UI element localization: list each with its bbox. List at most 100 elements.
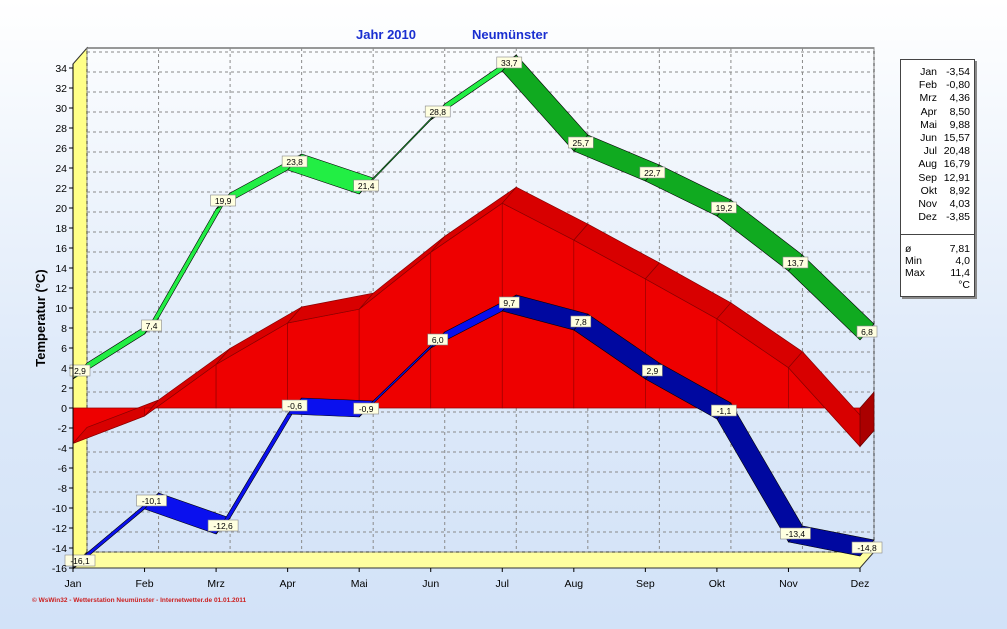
- legend-month-value: -3,85: [946, 211, 970, 224]
- data-label-box: [136, 494, 167, 507]
- data-label: 21,4: [358, 181, 375, 191]
- x-tick-label: Sep: [636, 578, 655, 590]
- data-label: -14,8: [857, 543, 877, 553]
- min-band-segment: [215, 397, 302, 535]
- y-tick-label: 28: [55, 123, 67, 135]
- legend-month-value: 4,36: [949, 92, 970, 105]
- x-tick-label: Apr: [279, 578, 296, 590]
- legend-month-row: Okt 8,92: [901, 185, 974, 198]
- data-label-box: [207, 519, 239, 532]
- series-max-band: [72, 54, 875, 380]
- legend-month-value: 12,91: [943, 171, 970, 184]
- data-label: 19,9: [215, 196, 232, 206]
- data-label-box: [570, 315, 592, 328]
- data-label-box: [780, 527, 811, 540]
- data-label: 6,8: [861, 327, 873, 337]
- legend-month-label: Nov: [918, 198, 937, 210]
- data-label-box: [856, 325, 878, 338]
- x-tick-label: Aug: [564, 578, 583, 590]
- y-tick-label: 18: [55, 223, 67, 235]
- legend-month-label: Apr: [920, 105, 937, 118]
- legend-month-row: Aug 16,79: [901, 158, 974, 171]
- max-band-segment: [144, 192, 231, 335]
- y-tick-label: 26: [55, 143, 67, 155]
- legend-unit: °C: [901, 279, 974, 292]
- y-tick-label: 12: [55, 283, 67, 295]
- data-label: -0,9: [359, 404, 374, 414]
- data-label: 13,7: [787, 258, 804, 268]
- legend-month-value: 15,57: [943, 132, 970, 144]
- mean-area-segment: [430, 202, 503, 409]
- legend-month-value: 8,92: [949, 184, 970, 197]
- data-label: 6,0: [432, 335, 444, 345]
- data-label: -0,6: [287, 401, 302, 411]
- data-label: 23,8: [286, 157, 303, 167]
- data-label-box: [496, 56, 523, 69]
- y-tick-label: 2: [61, 383, 67, 395]
- data-label-box: [851, 541, 883, 554]
- y-axis-label: Temperatur (°C): [33, 269, 48, 366]
- x-tick-label: Dez: [851, 578, 870, 590]
- footer-credit: © WsWin32 - Wetterstation Neumünster - I…: [32, 597, 247, 604]
- legend-month-row: Mrz 4,36: [901, 92, 974, 105]
- data-label-box: [782, 256, 809, 269]
- legend-month-row: Feb -0,80: [901, 79, 974, 92]
- data-label: 22,7: [644, 168, 661, 178]
- legend-month-row: Mai 9,88: [901, 119, 974, 132]
- data-label-box: [141, 319, 162, 332]
- data-label-box: [69, 364, 91, 377]
- legend-month-label: Jan: [920, 66, 937, 78]
- y-tick-label: -10: [52, 503, 67, 515]
- data-labels: 2,9 7,4 19,9 23,8 21,4 28,8 33,7 25,7 22,7 19,2 13…: [64, 56, 883, 567]
- data-label-box: [642, 364, 663, 377]
- data-label-box: [210, 194, 236, 207]
- x-tick-label: Jan: [65, 578, 82, 590]
- mean-area-side: [859, 391, 875, 448]
- data-label: 2,9: [74, 366, 86, 376]
- legend-month-label: Mrz: [919, 92, 938, 105]
- data-label-box: [568, 136, 594, 149]
- data-label-box: [711, 201, 737, 214]
- data-label: -12,6: [213, 521, 233, 531]
- data-label: 7,4: [146, 321, 158, 331]
- y-tick-label: 22: [55, 183, 67, 195]
- data-label: 28,8: [429, 107, 446, 117]
- data-label-box: [353, 402, 379, 415]
- x-tick-label: Mrz: [207, 578, 225, 590]
- data-label: 25,7: [573, 138, 590, 148]
- data-label: 33,7: [501, 58, 518, 68]
- legend-month-row: Sep 12,91: [901, 172, 974, 185]
- series-min-band: [72, 294, 875, 570]
- data-label-box: [711, 404, 737, 417]
- y-tick-label: 34: [55, 63, 67, 75]
- y-tick-label: -6: [58, 463, 67, 475]
- data-label-box: [281, 155, 308, 168]
- legend-stat-value: 11,4: [950, 267, 970, 279]
- legend-stat-label: Max: [905, 267, 925, 279]
- y-tick-label: -2: [58, 423, 67, 435]
- data-label-box: [424, 105, 451, 118]
- data-label-box: [427, 333, 449, 346]
- data-label: -1,1: [717, 406, 732, 416]
- legend-month-value: 16,79: [943, 158, 970, 171]
- legend-stat-row: ø 7,81: [901, 243, 974, 256]
- y-tick-label: -14: [52, 543, 67, 555]
- legend-month-value: -3,54: [946, 66, 970, 78]
- legend-stat-value: 7,81: [949, 243, 970, 255]
- y-tick-label: -8: [58, 483, 67, 495]
- data-label: 7,8: [575, 317, 587, 327]
- data-label-box: [353, 179, 379, 192]
- legend-stat-value: 4,0: [955, 255, 970, 267]
- y-tick-label: -16: [52, 563, 67, 575]
- legend-month-value: 9,88: [949, 118, 970, 131]
- legend-month-value: 20,48: [943, 145, 970, 158]
- y-tick-label: 24: [55, 163, 67, 175]
- legend-month-value: 8,50: [949, 105, 970, 118]
- mean-area-segment: [287, 308, 360, 409]
- data-label: 19,2: [716, 203, 733, 213]
- legend-month-label: Sep: [918, 171, 937, 184]
- x-tick-label: Jun: [422, 578, 439, 590]
- y-tick-label: 0: [61, 403, 67, 415]
- legend-month-label: Feb: [918, 79, 937, 92]
- legend-month-value: -0,80: [946, 79, 970, 92]
